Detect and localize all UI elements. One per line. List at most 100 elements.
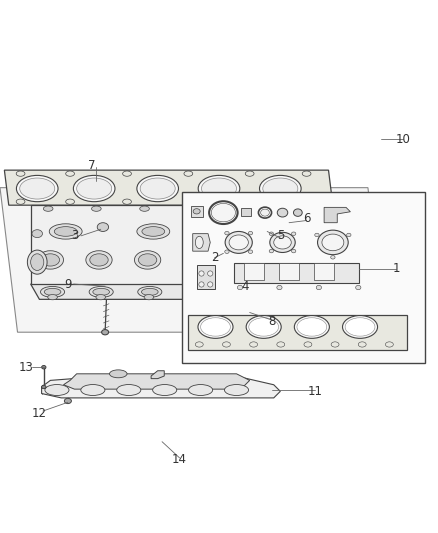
Ellipse shape bbox=[208, 282, 213, 287]
Ellipse shape bbox=[189, 384, 213, 395]
Ellipse shape bbox=[42, 385, 46, 389]
Ellipse shape bbox=[316, 285, 321, 290]
Ellipse shape bbox=[358, 342, 366, 347]
Ellipse shape bbox=[268, 229, 276, 236]
Ellipse shape bbox=[137, 175, 179, 201]
Ellipse shape bbox=[248, 250, 253, 254]
Ellipse shape bbox=[237, 285, 243, 290]
Ellipse shape bbox=[90, 254, 108, 266]
Ellipse shape bbox=[236, 206, 246, 211]
Ellipse shape bbox=[284, 254, 303, 266]
Ellipse shape bbox=[259, 175, 301, 201]
Ellipse shape bbox=[45, 384, 69, 395]
FancyBboxPatch shape bbox=[244, 263, 264, 280]
Polygon shape bbox=[234, 263, 359, 283]
Ellipse shape bbox=[208, 271, 213, 276]
Ellipse shape bbox=[245, 295, 254, 300]
Ellipse shape bbox=[92, 206, 101, 211]
Ellipse shape bbox=[141, 288, 158, 295]
Polygon shape bbox=[0, 188, 385, 332]
Ellipse shape bbox=[293, 209, 302, 216]
Ellipse shape bbox=[277, 342, 285, 347]
Ellipse shape bbox=[123, 171, 131, 176]
Text: 5: 5 bbox=[277, 229, 284, 243]
Ellipse shape bbox=[102, 329, 109, 335]
Ellipse shape bbox=[140, 178, 175, 199]
Text: 1: 1 bbox=[392, 262, 400, 275]
Text: 6: 6 bbox=[303, 212, 311, 225]
Polygon shape bbox=[31, 284, 359, 300]
Ellipse shape bbox=[322, 234, 344, 251]
Ellipse shape bbox=[245, 171, 254, 176]
Ellipse shape bbox=[318, 230, 348, 255]
Ellipse shape bbox=[385, 342, 393, 347]
Ellipse shape bbox=[96, 295, 106, 300]
Ellipse shape bbox=[138, 254, 157, 266]
Ellipse shape bbox=[231, 332, 238, 337]
Ellipse shape bbox=[199, 282, 204, 287]
Ellipse shape bbox=[284, 206, 294, 211]
Ellipse shape bbox=[208, 248, 221, 259]
Ellipse shape bbox=[274, 236, 291, 249]
Ellipse shape bbox=[134, 251, 161, 269]
Ellipse shape bbox=[183, 251, 209, 269]
Ellipse shape bbox=[280, 251, 307, 269]
Ellipse shape bbox=[42, 366, 46, 369]
Ellipse shape bbox=[77, 178, 112, 199]
Ellipse shape bbox=[20, 178, 55, 199]
Ellipse shape bbox=[49, 224, 82, 239]
Ellipse shape bbox=[287, 288, 304, 295]
Ellipse shape bbox=[343, 316, 378, 338]
Ellipse shape bbox=[54, 227, 77, 236]
Ellipse shape bbox=[291, 232, 296, 236]
Ellipse shape bbox=[261, 209, 269, 216]
Ellipse shape bbox=[27, 250, 47, 274]
Ellipse shape bbox=[44, 288, 61, 295]
Ellipse shape bbox=[246, 316, 281, 338]
Ellipse shape bbox=[302, 199, 311, 204]
Polygon shape bbox=[350, 205, 368, 300]
Ellipse shape bbox=[138, 286, 162, 297]
Ellipse shape bbox=[293, 295, 303, 300]
Ellipse shape bbox=[304, 342, 312, 347]
Ellipse shape bbox=[41, 254, 60, 266]
Ellipse shape bbox=[239, 275, 251, 286]
Ellipse shape bbox=[195, 342, 203, 347]
Ellipse shape bbox=[195, 236, 203, 248]
Text: 12: 12 bbox=[32, 407, 47, 419]
Text: 2: 2 bbox=[211, 251, 219, 264]
Ellipse shape bbox=[32, 230, 42, 238]
Ellipse shape bbox=[74, 175, 115, 201]
FancyBboxPatch shape bbox=[241, 208, 251, 216]
FancyBboxPatch shape bbox=[182, 192, 425, 363]
Ellipse shape bbox=[188, 206, 198, 211]
Ellipse shape bbox=[223, 342, 230, 347]
Ellipse shape bbox=[269, 232, 274, 236]
Ellipse shape bbox=[201, 318, 230, 336]
Ellipse shape bbox=[263, 178, 298, 199]
Ellipse shape bbox=[277, 285, 282, 290]
Ellipse shape bbox=[237, 273, 254, 288]
Ellipse shape bbox=[199, 271, 204, 276]
Ellipse shape bbox=[16, 199, 25, 204]
Polygon shape bbox=[42, 378, 280, 398]
Ellipse shape bbox=[123, 199, 131, 204]
Ellipse shape bbox=[277, 208, 288, 217]
Ellipse shape bbox=[345, 318, 375, 336]
Ellipse shape bbox=[64, 398, 71, 403]
Ellipse shape bbox=[235, 286, 259, 297]
Ellipse shape bbox=[137, 224, 170, 239]
Ellipse shape bbox=[225, 384, 249, 395]
Ellipse shape bbox=[225, 250, 229, 254]
Ellipse shape bbox=[248, 231, 253, 235]
Ellipse shape bbox=[17, 175, 58, 201]
Ellipse shape bbox=[140, 206, 149, 211]
Ellipse shape bbox=[225, 231, 229, 235]
Text: 11: 11 bbox=[308, 385, 323, 398]
Ellipse shape bbox=[40, 286, 64, 297]
Ellipse shape bbox=[184, 171, 193, 176]
Ellipse shape bbox=[201, 178, 237, 199]
Ellipse shape bbox=[117, 384, 141, 395]
FancyBboxPatch shape bbox=[197, 265, 215, 289]
Ellipse shape bbox=[294, 316, 329, 338]
